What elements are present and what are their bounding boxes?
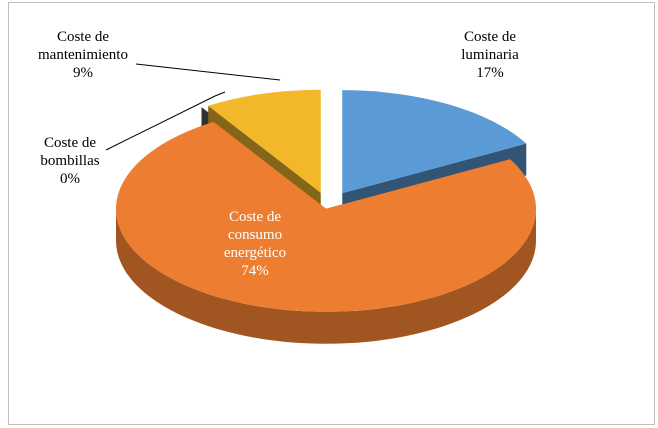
slice-label: Coste de consumo energético 74% xyxy=(210,208,300,280)
category-label: Coste de luminaria xyxy=(461,29,519,63)
slice xyxy=(208,89,321,193)
slice-label: Coste de mantenimiento 9% xyxy=(28,28,138,82)
value-label: 9% xyxy=(73,65,93,81)
pie xyxy=(116,89,537,344)
slice xyxy=(201,107,315,195)
slice xyxy=(342,90,527,194)
leader-line xyxy=(135,63,281,81)
category-label: Coste de consumo energético xyxy=(223,209,287,261)
slice-label: Coste de luminaria 17% xyxy=(440,28,540,82)
value-label: 17% xyxy=(476,65,504,81)
category-label: Coste de bombillas xyxy=(40,135,100,169)
slice-side xyxy=(116,208,537,344)
value-label: 0% xyxy=(60,171,80,187)
value-label: 74% xyxy=(241,263,269,279)
slice-label: Coste de bombillas 0% xyxy=(30,134,110,188)
leader-line xyxy=(105,91,226,151)
slice xyxy=(116,121,537,312)
category-label: Coste de mantenimiento xyxy=(38,29,128,63)
